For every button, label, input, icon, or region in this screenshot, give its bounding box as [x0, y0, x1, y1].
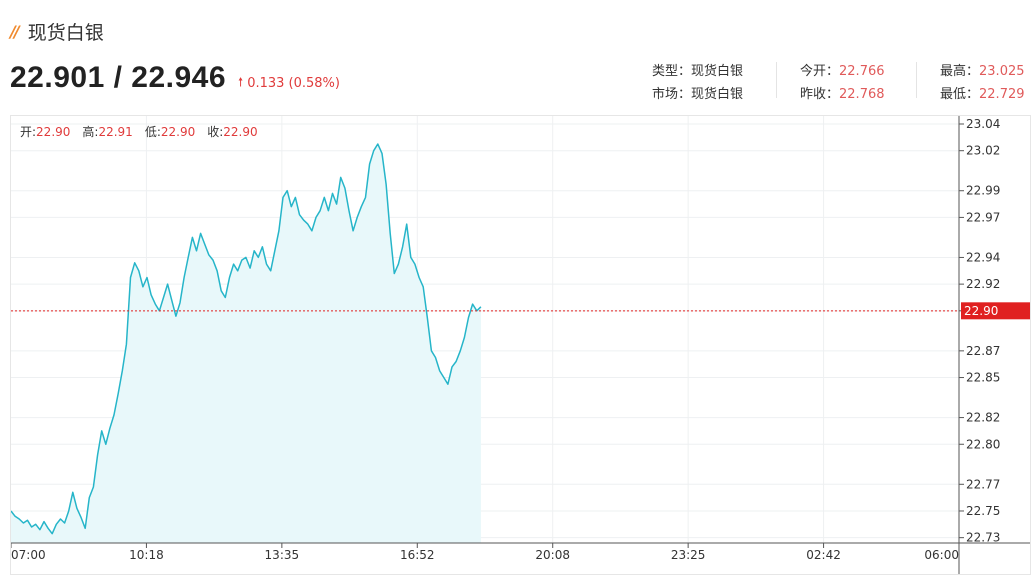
x-tick-label: 06:00: [924, 548, 959, 562]
ohlc-readout: 开:22.90 高:22.91 低:22.90 收:22.90: [20, 124, 258, 139]
stats-panel: 类型：现货白银 市场：现货白银 今开：22.766 昨收：22.768 最高：2…: [650, 58, 1036, 102]
x-tick-label: 23:25: [671, 548, 706, 562]
stat-high-value: 23.025: [979, 64, 1025, 79]
stat-market-value: 现货白银: [691, 87, 744, 102]
instrument-name: 现货白银: [27, 21, 104, 44]
ohlc-close-label: 收:: [207, 125, 223, 139]
stat-open-label: 今开：: [800, 64, 840, 79]
stat-high-label: 最高：: [940, 64, 980, 79]
y-tick-label: 23.02: [966, 144, 1000, 158]
ohlc-open-value: 22.90: [36, 125, 70, 139]
stat-type: 类型：现货白银: [652, 60, 743, 79]
y-tick-label: 22.80: [966, 437, 1000, 451]
y-axis-ticks: 23.04 23.02 22.99 22.97 22.94 22.92 22.90 22.87…: [959, 117, 1000, 545]
price-area-fill: [11, 144, 481, 543]
x-tick-label: 02:42: [806, 548, 841, 562]
stat-open: 今开：22.766: [800, 60, 885, 79]
y-tick-label: 22.92: [966, 277, 1000, 291]
stats-divider: [776, 62, 777, 98]
y-tick-label: 22.97: [966, 210, 1000, 224]
stat-prev-close: 昨收：22.768: [800, 83, 885, 102]
price-row: 22.901 / 22.946 🠕 0.133 (0.58%): [10, 58, 340, 98]
y-tick-label: 22.87: [966, 344, 1000, 358]
stat-high: 最高：23.025: [940, 60, 1025, 79]
y-tick-label: 22.77: [966, 477, 1000, 491]
ohlc-close-value: 22.90: [223, 125, 257, 139]
y-tick-label: 22.75: [966, 504, 1000, 518]
stat-market: 市场：现货白银: [652, 83, 743, 102]
title-mark-icon: //: [10, 21, 20, 41]
y-tick-label: 22.85: [966, 371, 1000, 385]
stat-prev-close-value: 22.768: [839, 87, 885, 102]
x-tick-label: 07:00: [11, 548, 46, 562]
price-chart[interactable]: 23.04 23.02 22.99 22.97 22.94 22.92 22.90 22.87…: [10, 115, 1031, 575]
stat-low: 最低：22.729: [940, 83, 1025, 102]
price-change-value: 0.133 (0.58%): [247, 75, 340, 91]
x-axis-ticks: 07:00 10:18 13:35 16:52 20:08 23:25 02:42 06:00: [10, 543, 960, 562]
stat-prev-close-label: 昨收：: [800, 87, 840, 102]
chart-canvas[interactable]: 23.04 23.02 22.99 22.97 22.94 22.92 22.90 22.87…: [10, 116, 1030, 574]
stat-open-value: 22.766: [839, 64, 885, 79]
stat-type-label: 类型：: [652, 64, 692, 79]
stats-divider: [916, 62, 917, 98]
stat-low-value: 22.729: [979, 87, 1025, 102]
ohlc-low-label: 低:: [145, 125, 161, 139]
x-tick-label: 13:35: [265, 548, 300, 562]
y-tick-label: 23.04: [966, 117, 1000, 131]
stat-type-value: 现货白银: [691, 64, 744, 79]
ohlc-high-label: 高:: [82, 124, 98, 139]
current-price-tag-label: 22.90: [964, 304, 998, 318]
arrow-up-icon: 🠕: [238, 74, 244, 89]
stat-low-label: 最低：: [940, 87, 980, 102]
ohlc-open-label: 开:: [20, 125, 36, 139]
ohlc-high-value: 22.91: [98, 125, 132, 139]
svg-text:开:22.90高:22.91低:22.90收:22.90: 开:22.90 高:22.91 低:22.90 收:22.90: [20, 124, 258, 139]
x-tick-label: 16:52: [400, 548, 435, 562]
current-price-tag-box: [961, 302, 1030, 320]
page-title: // 现货白银: [10, 18, 104, 44]
price-change: 🠕 0.133 (0.58%): [238, 73, 340, 94]
ohlc-low-value: 22.90: [161, 125, 195, 139]
bid-ask-price: 22.901 / 22.946: [10, 61, 227, 94]
current-price-tag: 22.90: [961, 302, 1030, 320]
x-tick-label: 20:08: [535, 548, 570, 562]
x-tick-label: 10:18: [129, 548, 164, 562]
y-tick-label: 22.94: [966, 250, 1000, 264]
y-tick-label: 22.82: [966, 411, 1000, 425]
y-tick-label: 22.73: [966, 531, 1000, 545]
y-tick-label: 22.99: [966, 184, 1000, 198]
price-line: [10, 143, 482, 535]
stat-market-label: 市场：: [652, 87, 692, 102]
